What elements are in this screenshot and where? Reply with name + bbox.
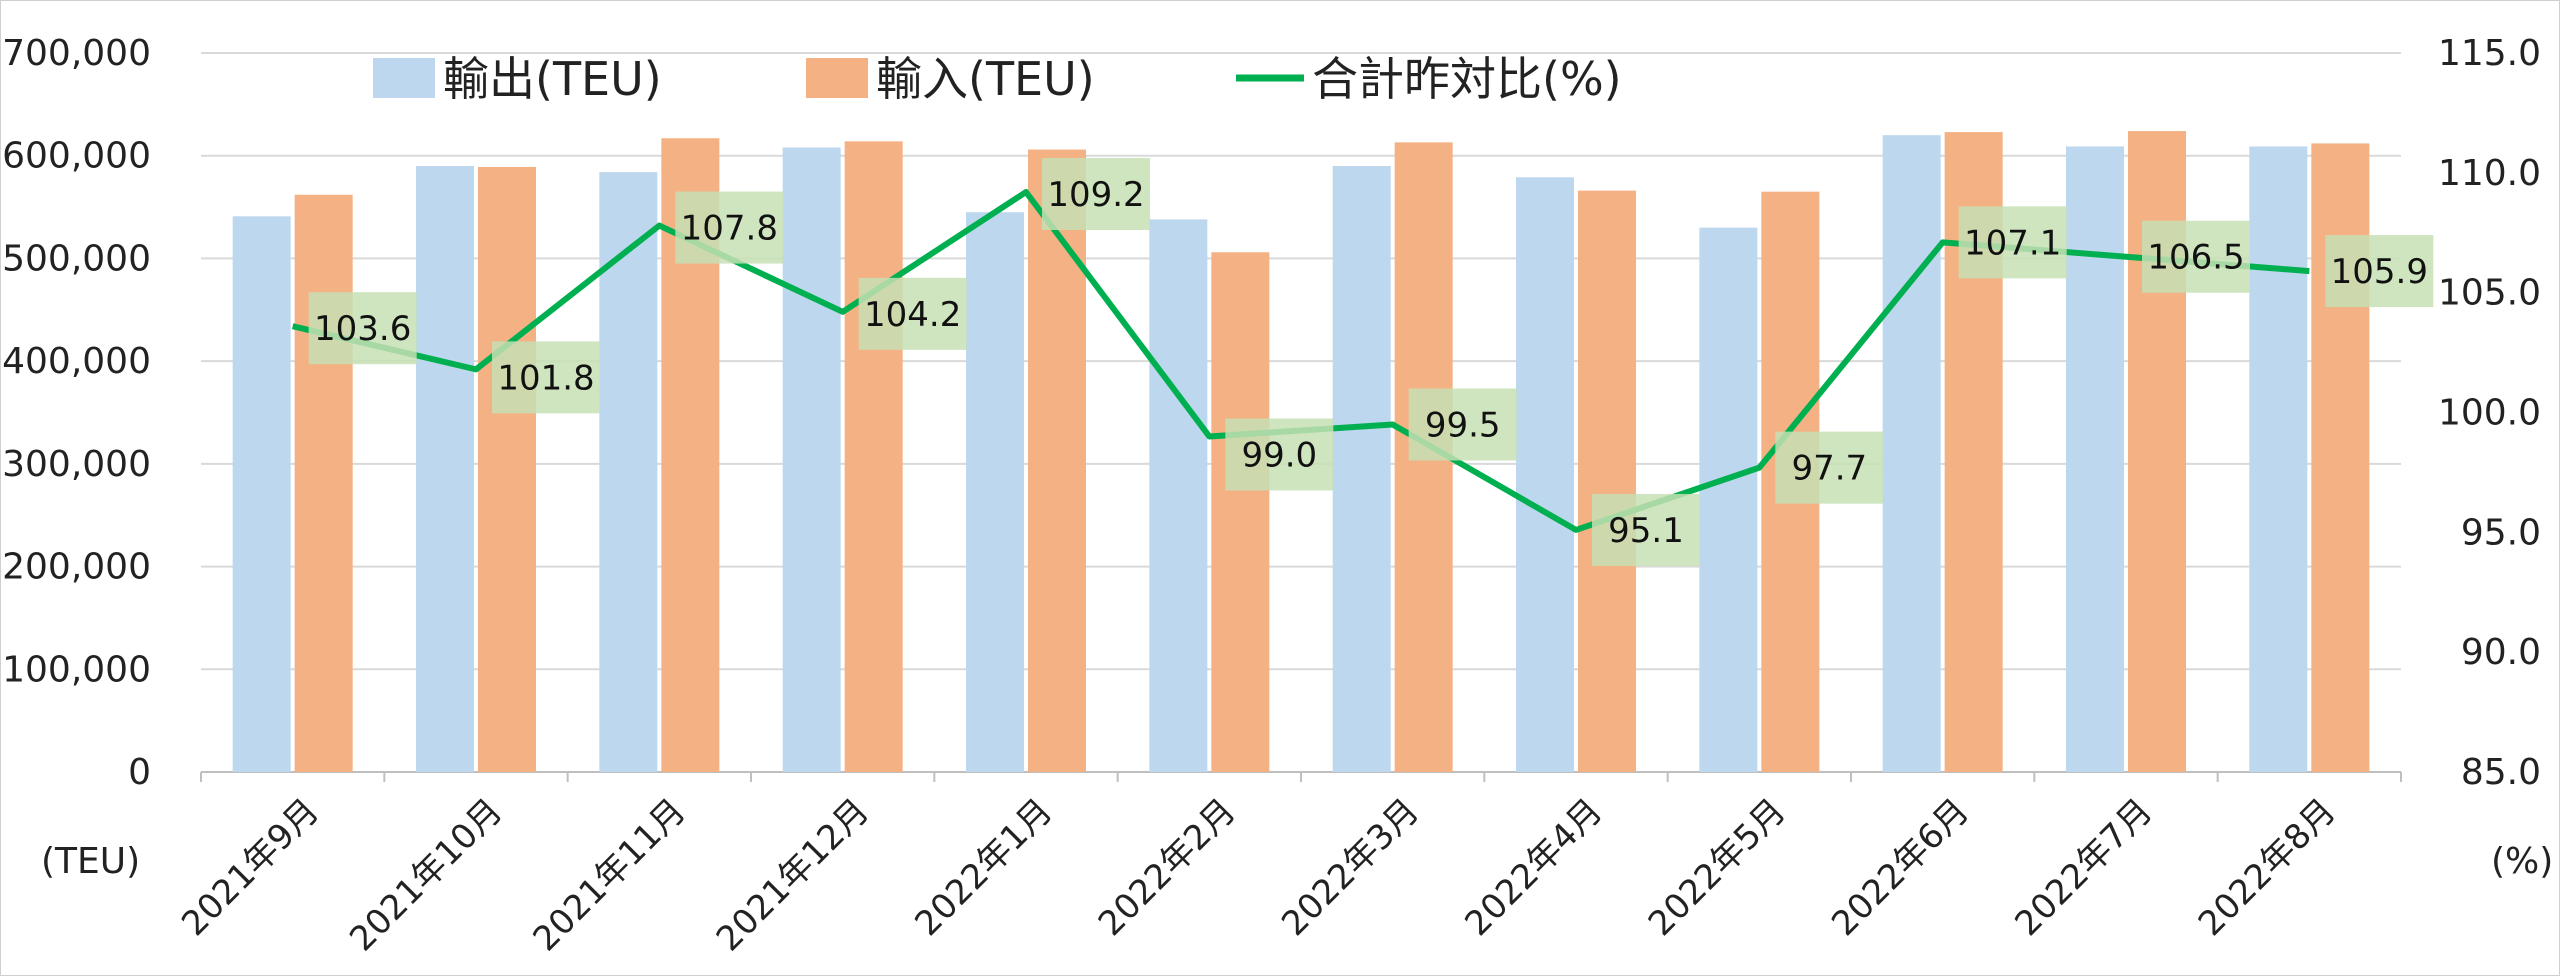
data-label-box: [1958, 206, 2067, 279]
bar-export: [1332, 165, 1391, 772]
data-label: 109.2: [1047, 175, 1144, 215]
y-left-tick-label: 600,000: [2, 136, 151, 177]
x-tick-label: 2022年4月: [1458, 791, 1611, 944]
bar-export: [1699, 227, 1758, 773]
data-label-box: [492, 341, 600, 414]
bar-export: [2066, 146, 2124, 773]
y-left-tick-label: 700,000: [2, 33, 151, 74]
y-left-tick-label: 500,000: [2, 238, 151, 279]
bar-export: [2249, 146, 2308, 773]
data-label: 99.5: [1425, 405, 1501, 445]
x-tick-label: 2022年7月: [2008, 791, 2161, 944]
y-right-tick-label: 85.0: [2461, 752, 2541, 793]
data-label: 105.9: [2331, 252, 2428, 292]
data-label-box: [1592, 493, 1700, 566]
x-tick-label: 2021年11月: [526, 791, 694, 959]
x-tick-label: 2022年5月: [1641, 791, 1794, 944]
y-right-tick-label: 100.0: [2438, 393, 2541, 434]
data-label: 107.8: [681, 209, 778, 249]
y-left-tick-label: 0: [128, 752, 151, 793]
bar-export: [966, 212, 1024, 772]
x-tick-label: 2022年1月: [908, 791, 1061, 944]
y-left-tick-label: 400,000: [2, 341, 151, 382]
y-right-tick-label: 90.0: [2461, 632, 2541, 673]
y-right-unit: (%): [2491, 841, 2553, 882]
x-tick-label: 2022年8月: [2191, 791, 2344, 944]
data-label-box: [308, 292, 417, 365]
data-label-box: [1775, 431, 1884, 504]
legend-swatch: [806, 58, 868, 98]
data-label-box: [2142, 220, 2250, 293]
data-label-box: [1042, 158, 1150, 231]
y-left-tick-label: 100,000: [2, 649, 151, 690]
y-left-unit: (TEU): [41, 841, 140, 882]
data-label: 99.0: [1241, 435, 1317, 475]
y-right-tick-label: 115.0: [2438, 33, 2541, 74]
x-tick-label: 2021年12月: [709, 791, 877, 959]
y-right-tick-label: 105.0: [2438, 273, 2541, 314]
data-label: 104.2: [864, 295, 961, 335]
y-left-tick-label: 200,000: [2, 547, 151, 588]
x-tick-label: 2021年10月: [342, 791, 510, 959]
y-left-tick-label: 300,000: [2, 444, 151, 485]
legend-swatch: [373, 58, 435, 98]
data-label: 106.5: [2147, 238, 2244, 278]
data-label-box: [1408, 388, 1517, 461]
y-right-tick-label: 110.0: [2438, 153, 2541, 194]
bar-export: [1882, 135, 1941, 772]
data-label: 95.1: [1608, 511, 1684, 551]
data-label: 97.7: [1791, 449, 1867, 489]
bar-export: [416, 165, 474, 772]
data-label: 101.8: [497, 358, 594, 398]
data-label-box: [858, 277, 967, 350]
bar-import: [478, 167, 536, 772]
bar-export: [599, 172, 658, 773]
bar-import: [1028, 149, 1086, 773]
data-label: 107.1: [1964, 223, 2061, 263]
x-tick-label: 2021年9月: [174, 791, 327, 944]
data-label: 103.6: [314, 309, 411, 349]
y-right-tick-label: 95.0: [2461, 512, 2541, 553]
x-tick-label: 2022年2月: [1091, 791, 1244, 944]
bar-import: [294, 194, 353, 772]
data-label-box: [675, 191, 784, 264]
bar-import: [1578, 190, 1636, 772]
x-tick-label: 2022年3月: [1274, 791, 1427, 944]
bar-export: [1516, 177, 1574, 772]
x-tick-label: 2022年6月: [1824, 791, 1977, 944]
data-label-box: [1225, 418, 1334, 491]
legend-label: 輸出(TEU): [443, 52, 662, 106]
bar-export: [1149, 219, 1208, 772]
data-label-box: [2325, 235, 2434, 308]
bar-import: [844, 141, 903, 772]
legend-label: 輸入(TEU): [876, 52, 1095, 106]
bar-import: [1211, 252, 1270, 772]
bar-export: [232, 216, 291, 772]
bar-export: [782, 147, 841, 773]
legend-label: 合計昨対比(%): [1312, 52, 1622, 106]
